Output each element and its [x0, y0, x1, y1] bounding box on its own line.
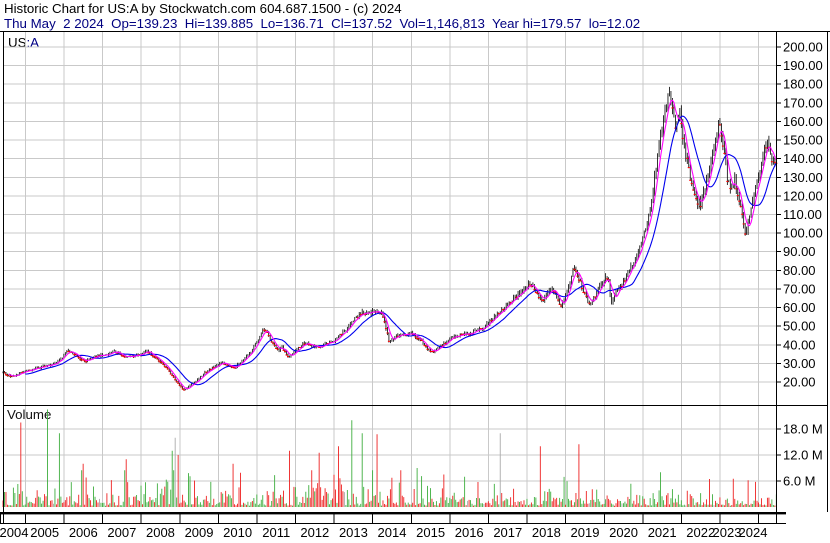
quote-summary-line: Thu May 2 2024 Op=139.23 Hi=139.885 Lo=1… — [4, 16, 641, 31]
year-label: 2013 — [339, 525, 368, 540]
grid-lines — [3, 31, 776, 507]
year-label: 2017 — [493, 525, 522, 540]
price-axis-label: 150.00 — [783, 133, 823, 148]
price-axis-label: 190.00 — [783, 58, 823, 73]
year-label: 2015 — [416, 525, 445, 540]
price-axis-label: 120.00 — [783, 188, 823, 203]
year-label: 2004 — [0, 525, 28, 540]
volume-bars-up — [4, 409, 777, 507]
volume-axis-label: 6.0 M — [783, 474, 816, 489]
price-axis-label: 20.00 — [783, 374, 816, 389]
price-axis-label: 130.00 — [783, 170, 823, 185]
year-label: 2023 — [713, 525, 742, 540]
ma-fast-line — [8, 99, 777, 390]
symbol-prefix: US — [8, 35, 27, 50]
x-axis-line — [0, 512, 786, 515]
year-label: 2009 — [185, 525, 214, 540]
year-label: 2016 — [455, 525, 484, 540]
year-label: 2010 — [223, 525, 252, 540]
volume-axis-label: 18.0 M — [783, 422, 823, 437]
price-axis-label: 100.00 — [783, 226, 823, 241]
price-axis-label: 70.00 — [783, 281, 816, 296]
year-label: 2011 — [262, 525, 290, 540]
price-axis-label: 40.00 — [783, 337, 816, 352]
volume-bars-neutral — [53, 433, 715, 507]
panel-borders — [0, 31, 830, 524]
chart-canvas: 200.00 190.00 180.00 170.00 160.00 150.00 140.… — [0, 31, 830, 540]
price-axis-label: 110.00 — [783, 207, 822, 222]
price-axis-label: 30.00 — [783, 356, 816, 371]
symbol-label: US:A — [8, 35, 39, 50]
price-axis-label: 170.00 — [783, 95, 823, 110]
year-label: 2019 — [571, 525, 600, 540]
volume-panel-label: Volume — [7, 407, 52, 422]
price-axis-label: 80.00 — [783, 263, 816, 278]
ma-slow-line — [25, 115, 777, 386]
price-axis-label: 90.00 — [783, 244, 816, 259]
year-label: 2007 — [107, 525, 136, 540]
close-ticks — [3, 107, 778, 391]
volume-axis-label: 12.0 M — [783, 448, 823, 463]
year-label: 2020 — [609, 525, 638, 540]
year-label: 2021 — [648, 525, 677, 540]
year-label: 2024 — [739, 525, 768, 540]
year-label: 2022 — [686, 525, 715, 540]
price-axis-label: 60.00 — [783, 300, 816, 315]
price-axis-label: 180.00 — [783, 77, 823, 92]
year-label: 2018 — [532, 525, 561, 540]
year-label: 2012 — [300, 525, 329, 540]
year-label: 2005 — [30, 525, 59, 540]
price-axis-label: 200.00 — [783, 40, 823, 55]
price-axis-label: 160.00 — [783, 114, 823, 129]
year-label: 2006 — [69, 525, 98, 540]
symbol-suffix: :A — [26, 35, 40, 50]
year-label: 2008 — [146, 525, 175, 540]
chart-title: Historic Chart for US:A by Stockwatch.co… — [4, 1, 402, 16]
price-axis-label: 140.00 — [783, 151, 823, 166]
price-axis-label: 50.00 — [783, 319, 816, 334]
year-label: 2014 — [378, 525, 407, 540]
